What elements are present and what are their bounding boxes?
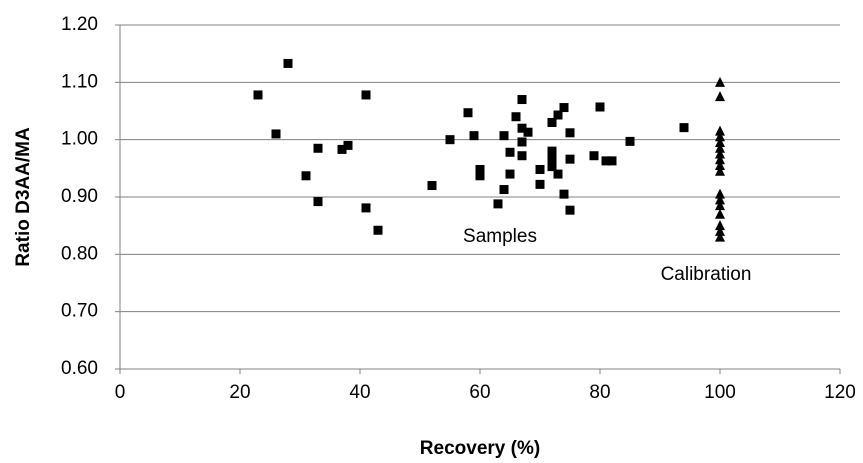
point: [469, 131, 479, 141]
point: [715, 154, 725, 165]
point: [601, 156, 611, 166]
y-tick-label: 0.80: [61, 243, 98, 264]
point: [547, 117, 557, 127]
point: [547, 162, 557, 172]
point: [505, 147, 515, 157]
point: [253, 90, 263, 100]
point: [343, 140, 353, 150]
point: [535, 179, 545, 189]
point: [445, 135, 455, 145]
annotation: Calibration: [661, 264, 752, 285]
x-tick-label: 40: [349, 382, 370, 403]
point: [715, 76, 725, 87]
point: [589, 151, 599, 161]
point: [715, 165, 725, 176]
annotation: Samples: [463, 226, 537, 247]
point: [523, 127, 533, 137]
y-tick-label: 1.20: [61, 14, 98, 35]
y-tick-label: 0.90: [61, 186, 98, 207]
point: [565, 205, 575, 215]
point: [565, 128, 575, 138]
point: [715, 220, 725, 231]
point: [373, 225, 383, 235]
point: [679, 123, 689, 133]
y-axis-title: Ratio D3AA/MA: [13, 127, 34, 267]
point: [271, 129, 281, 139]
point: [499, 131, 509, 141]
point: [313, 197, 323, 207]
point: [559, 189, 569, 199]
point: [517, 123, 527, 133]
point: [427, 181, 437, 191]
point: [625, 136, 635, 146]
point: [553, 110, 563, 120]
point: [283, 58, 293, 68]
x-tick-label: 0: [115, 382, 126, 403]
point: [595, 102, 605, 112]
point: [517, 95, 527, 105]
point: [559, 103, 569, 113]
point: [715, 225, 725, 236]
point: [361, 203, 371, 213]
point: [715, 208, 725, 219]
point: [547, 155, 557, 165]
y-tick-label: 0.70: [61, 301, 98, 322]
point: [715, 125, 725, 136]
point: [517, 137, 527, 147]
point: [511, 112, 521, 122]
y-tick-label: 0.60: [61, 358, 98, 379]
point: [715, 148, 725, 159]
point: [505, 169, 515, 179]
point: [715, 159, 725, 170]
point: [715, 194, 725, 205]
x-tick-label: 100: [704, 382, 736, 403]
point: [607, 156, 617, 166]
point: [493, 199, 503, 209]
point: [553, 169, 563, 179]
x-tick-label: 20: [229, 382, 250, 403]
point: [463, 108, 473, 118]
point: [475, 171, 485, 181]
point: [499, 185, 509, 195]
x-tick-label: 120: [824, 382, 856, 403]
point: [301, 171, 311, 181]
x-tick-label: 80: [589, 382, 610, 403]
point: [535, 164, 545, 174]
point: [715, 142, 725, 153]
point: [361, 90, 371, 100]
point: [715, 131, 725, 142]
point: [715, 231, 725, 242]
point: [715, 137, 725, 148]
point: [565, 154, 575, 164]
y-tick-label: 1.00: [61, 129, 98, 150]
x-tick-label: 60: [469, 382, 490, 403]
point: [475, 164, 485, 174]
y-tick-label: 1.10: [61, 71, 98, 92]
x-axis-title: Recovery (%): [420, 438, 540, 459]
point: [715, 200, 725, 211]
point: [337, 144, 347, 154]
point: [517, 151, 527, 161]
point: [547, 146, 557, 156]
point: [715, 188, 725, 199]
point: [715, 91, 725, 102]
point: [313, 143, 323, 153]
